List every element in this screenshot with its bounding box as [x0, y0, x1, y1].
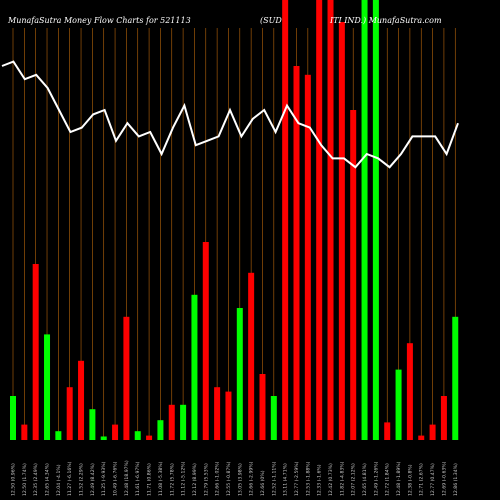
x-label: 11.27 (-6.16%) [67, 461, 73, 496]
x-label: 12.50 (0.96%) [11, 463, 17, 496]
bar-up [270, 396, 277, 440]
x-label: 12.12 (8.99%) [192, 463, 198, 496]
x-label: 12.77 (-2.59%) [294, 461, 300, 496]
bar-down [32, 264, 39, 440]
price-line-group [1, 60, 459, 169]
x-label: 12.65 (4.34%) [45, 463, 51, 496]
bar-up [236, 308, 243, 440]
x-label: 12.48 (-1.89%) [396, 461, 402, 496]
x-label: 12.50 (1.74%) [22, 463, 28, 496]
bar-up [100, 436, 107, 440]
bar-down [112, 424, 119, 440]
bar-down [338, 22, 345, 440]
x-label: 11.12 (-5.12%) [181, 461, 187, 496]
x-label: 11.08 (-5.38%) [158, 461, 164, 496]
bar-up [55, 431, 62, 440]
x-label: 12.72 (1.84%) [385, 463, 391, 496]
bar-down [259, 374, 266, 440]
x-label: 12.38 (-0.8%) [407, 464, 413, 496]
x-label: 12.42 (0.73%) [328, 463, 334, 496]
bar-down [350, 110, 357, 440]
x-label: 13.11 (4.71%) [283, 463, 289, 496]
x-label: 12.66 (-1.02%) [215, 461, 221, 496]
x-label: 12.86 (1.34%) [453, 463, 459, 496]
bar-down [293, 66, 300, 440]
x-label: 12.55 (-0.87%) [226, 461, 232, 496]
bar-down [282, 0, 289, 440]
bar-down [429, 424, 436, 440]
bar-down [406, 343, 413, 440]
x-label: 12.49 (8.42%) [90, 463, 96, 496]
x-label: 11.71 (0.86%) [147, 463, 153, 496]
bar-down [304, 74, 311, 441]
bar-down [123, 316, 130, 440]
bar-down [316, 0, 323, 440]
x-label: 12.04 (-4.1%) [56, 464, 62, 496]
bar-up [372, 0, 379, 440]
x-label: 12.49 (-1.26%) [373, 461, 379, 496]
x-label: 12.69 (-0.63%) [441, 461, 447, 496]
bar-down [440, 396, 447, 440]
bar-down [384, 422, 391, 440]
title-company-left: (SUD [260, 16, 282, 25]
title-brand: MunafaSutra Money Flow Charts for 521113 [8, 16, 191, 25]
bar-up [395, 369, 402, 440]
x-label: 12.07 (2.12%) [351, 463, 357, 496]
x-label: 12.48 (18.97%) [124, 460, 130, 496]
bar-up [180, 404, 187, 440]
x-label: 11.72 (5.78%) [169, 463, 175, 496]
bar-down [78, 360, 85, 440]
title-company-right: ITI IND.) MunafaSutra.com [330, 16, 442, 25]
x-label: 11.52 (2.29%) [79, 463, 85, 496]
x-label: 12.33 (-1.6%) [317, 464, 323, 496]
bar-down [327, 0, 334, 440]
bar-up [89, 409, 96, 440]
bar-up [44, 334, 51, 440]
bar-down [418, 435, 425, 440]
bar-up [10, 396, 16, 440]
x-label: 11.82 (-4.83%) [339, 461, 345, 496]
x-label: 12.35 (2.49%) [33, 463, 39, 496]
x-label: 12.65 (4.81%) [362, 463, 368, 496]
x-label: 12.77 (0.47%) [430, 463, 436, 496]
x-label: 11.61 (-6.97%) [135, 461, 141, 496]
bar-up [452, 316, 459, 440]
x-label: 12.71 (2.67%) [419, 463, 425, 496]
bar-down [225, 391, 232, 440]
bar-down [146, 435, 153, 440]
x-label: 11.25 (-9.93%) [101, 461, 107, 496]
x-axis-labels: 12.50 (0.96%) 12.50 (1.74%) 12.35 (2.49%) 1… [11, 460, 459, 496]
bar-up [191, 294, 198, 440]
x-label: 12.53 (-1.88%) [305, 461, 311, 496]
bar-up [134, 431, 141, 440]
money-flow-bars [10, 0, 459, 441]
bar-down [66, 387, 73, 440]
bar-down [168, 404, 175, 440]
x-label: 10.49 (-6.76%) [113, 461, 119, 496]
bar-up [361, 0, 368, 440]
x-label: 12.66 (-2.99%) [249, 461, 255, 496]
price-line [1, 60, 459, 169]
bar-down [248, 272, 255, 440]
bar-down [202, 242, 209, 440]
x-label: 12.66 (0%) [260, 470, 266, 496]
bar-down [214, 387, 221, 440]
bar-down [21, 424, 28, 440]
x-label: 12.52 (-1.11%) [271, 461, 277, 496]
x-label: 13.05 (3.98%) [237, 463, 243, 496]
bar-up [157, 420, 164, 440]
x-label: 12.79 (5.53%) [203, 463, 209, 496]
